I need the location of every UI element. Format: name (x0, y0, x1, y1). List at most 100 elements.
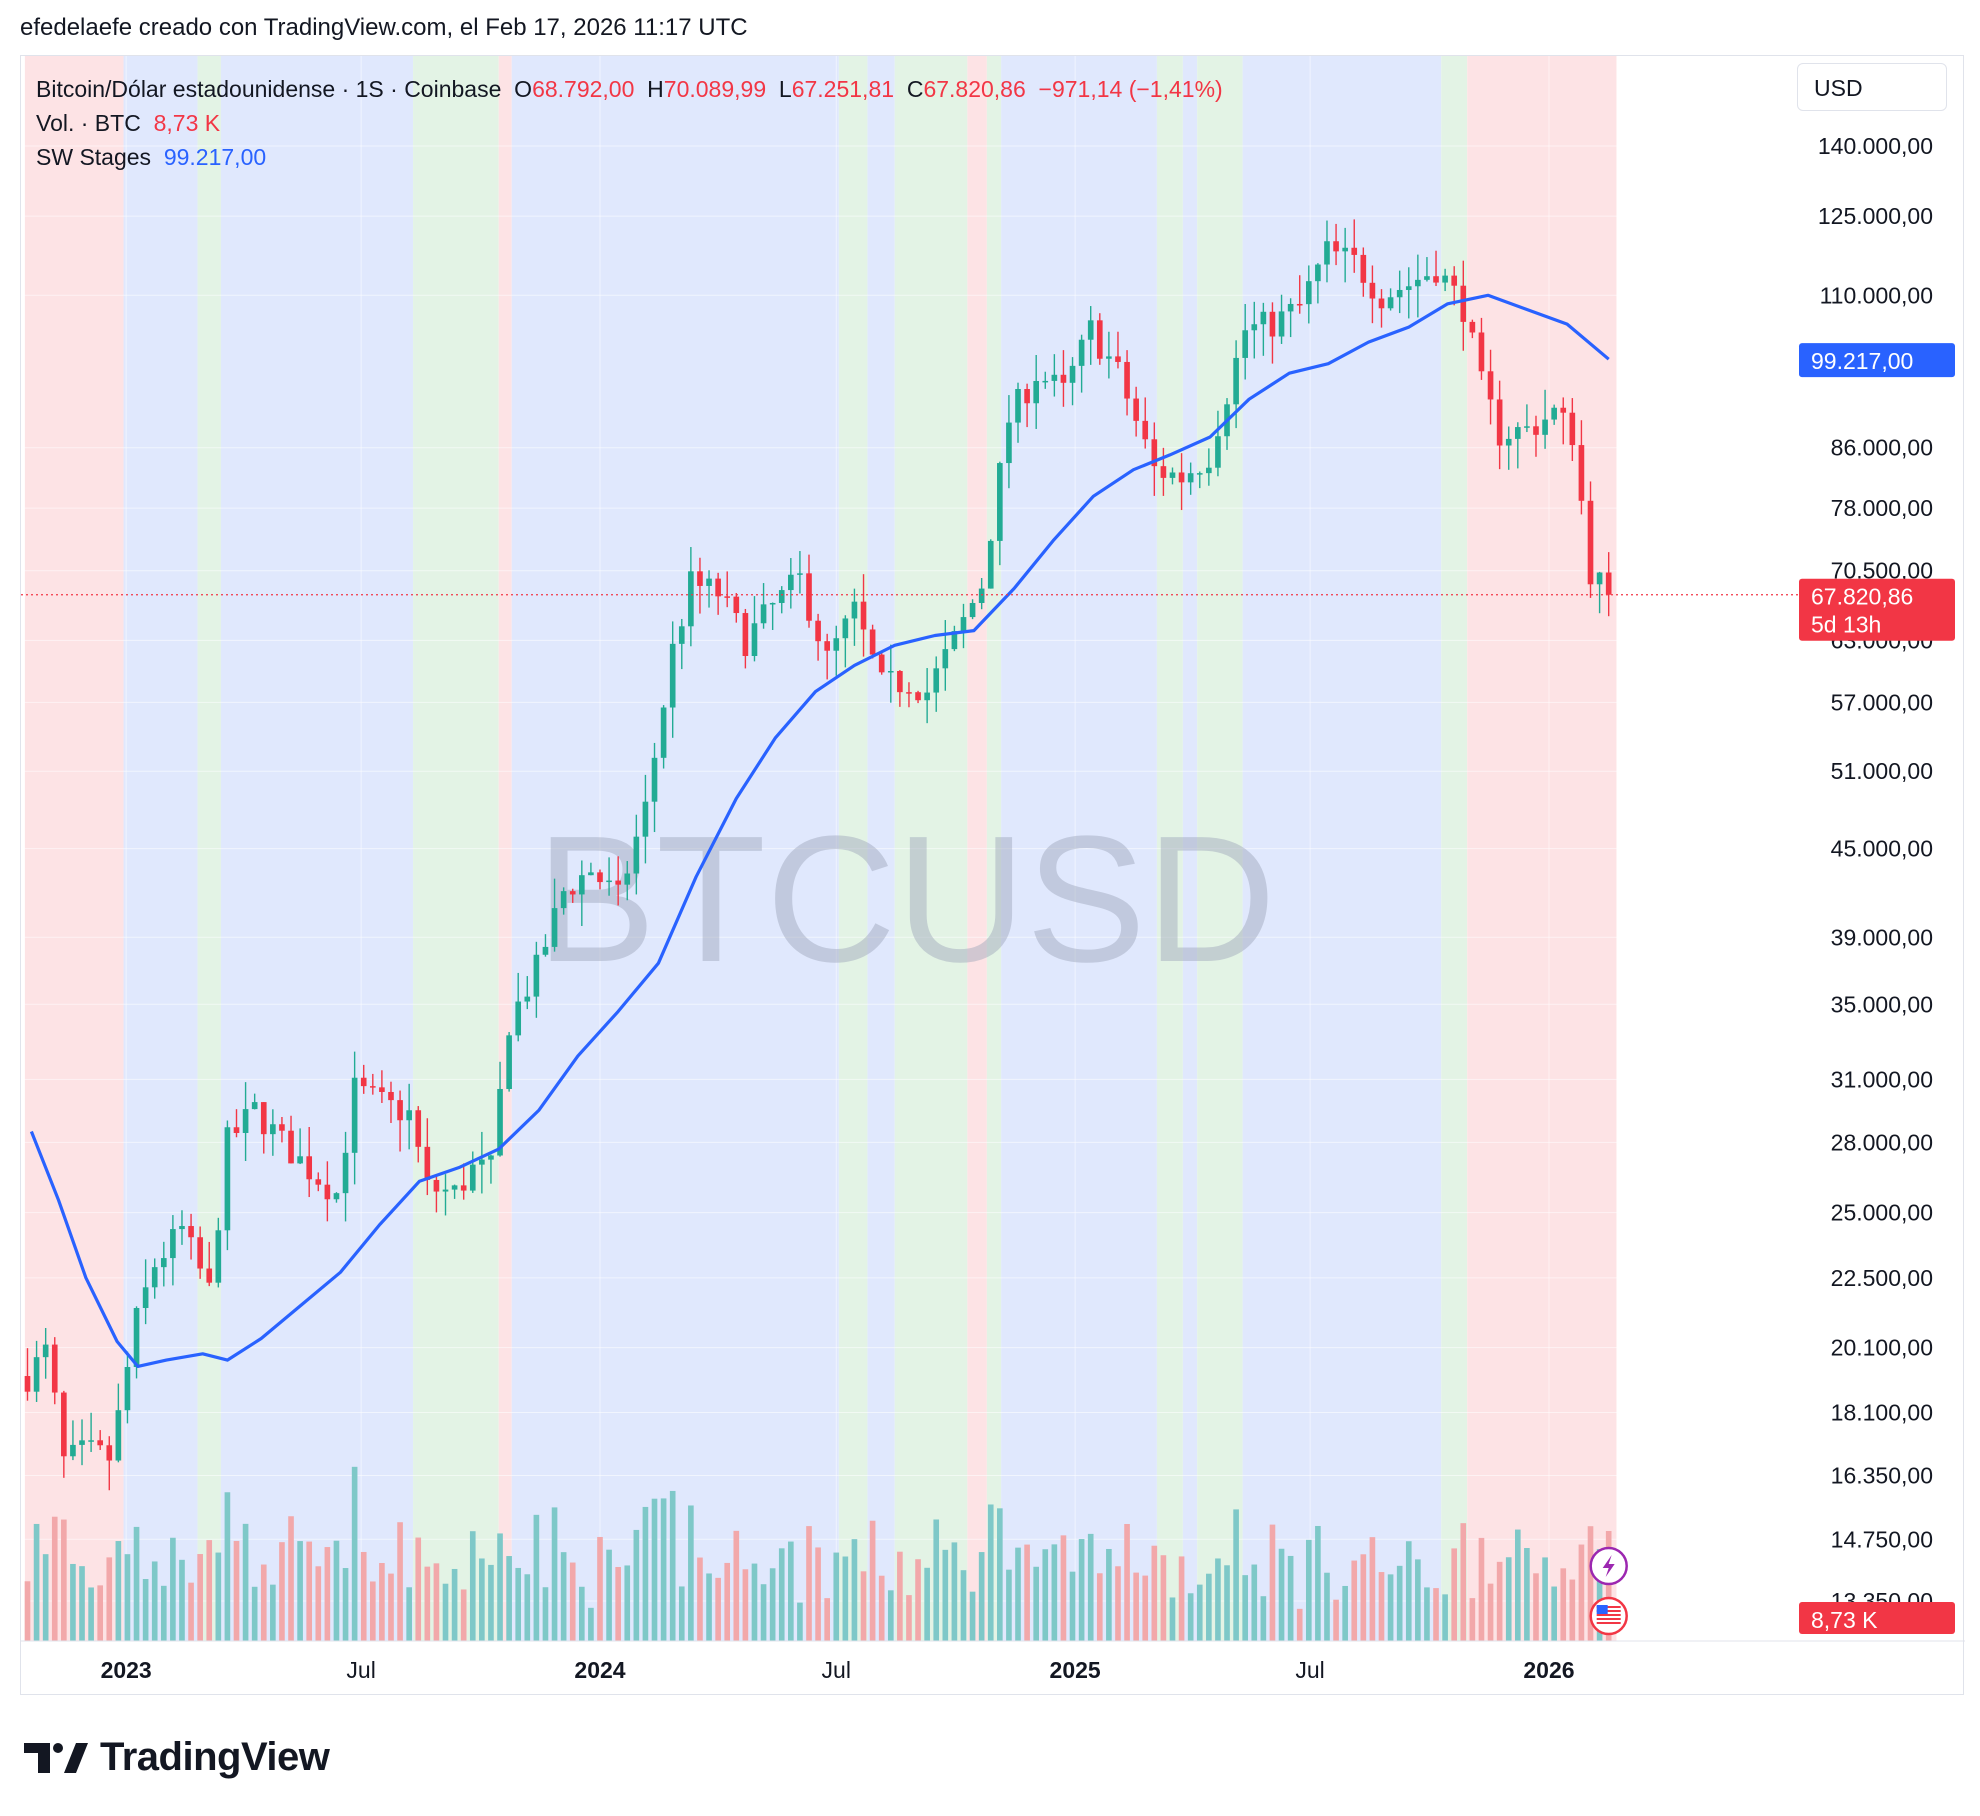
volume-bar (1460, 1523, 1467, 1641)
volume-bar (951, 1542, 958, 1641)
volume-bar (215, 1552, 222, 1641)
candle-body (1324, 241, 1330, 265)
volume-bar (1587, 1526, 1594, 1641)
candle-body (97, 1440, 104, 1446)
candle-body (1514, 427, 1521, 439)
volume-bar (360, 1551, 367, 1641)
candle-body (1196, 473, 1203, 475)
volume-bar (1169, 1597, 1176, 1641)
volume-bar (606, 1549, 612, 1641)
y-tick-label: 78.000,00 (1831, 495, 1933, 521)
candle-body (61, 1392, 67, 1457)
volume-bar (788, 1541, 794, 1641)
candle-body (897, 670, 903, 693)
volume-bar (1206, 1573, 1212, 1641)
candle-body (1296, 303, 1303, 306)
volume-bar (124, 1554, 131, 1641)
candle-body (179, 1226, 185, 1230)
currency-button[interactable]: USD (1797, 63, 1947, 111)
volume-bar (160, 1585, 167, 1641)
y-tick-label: 57.000,00 (1831, 689, 1933, 715)
volume-bar (1187, 1593, 1194, 1641)
candle-body (1378, 298, 1385, 309)
volume-bar (1124, 1523, 1130, 1641)
candle-body (1251, 324, 1258, 331)
candle-body (1487, 371, 1494, 400)
candle-body (942, 649, 949, 669)
candle-body (442, 1189, 449, 1192)
volume-bar (1442, 1594, 1448, 1641)
candle-body (1178, 472, 1185, 483)
candle-body (1096, 320, 1103, 359)
volume-bar (1060, 1535, 1067, 1641)
chart-frame[interactable]: BTCUSD 140.000,00 125.000,00 110.000,00 86.… (20, 55, 1965, 1696)
candle-body (79, 1440, 85, 1445)
candle-body (206, 1268, 213, 1283)
candle-body (369, 1086, 376, 1088)
candle-body (1260, 311, 1267, 325)
volume-bar (233, 1540, 240, 1641)
candle-body (1278, 311, 1285, 337)
candle-body (1578, 445, 1585, 501)
candle-body (142, 1287, 149, 1309)
candle-body (924, 692, 930, 701)
candle-body (151, 1267, 158, 1288)
volume-bar (70, 1563, 76, 1641)
candle-body (560, 891, 567, 909)
volume-bar (1451, 1548, 1458, 1641)
volume-price-label-bg (1799, 1602, 1955, 1634)
volume-bar (1024, 1544, 1030, 1641)
candle-body (1360, 254, 1367, 283)
candle-body (524, 996, 531, 1002)
volume-bar (1051, 1544, 1058, 1641)
x-tick-label: Jul (346, 1657, 375, 1683)
price-chart[interactable]: BTCUSD 140.000,00 125.000,00 110.000,00 86.… (21, 56, 1965, 1696)
y-tick-label: 22.500,00 (1831, 1265, 1933, 1291)
volume-bar (224, 1492, 231, 1641)
candle-body (669, 643, 676, 708)
volume-bar (460, 1589, 467, 1641)
volume-bar (506, 1556, 512, 1641)
volume-bar (906, 1595, 912, 1641)
candle-body (1133, 398, 1139, 421)
candle-body (479, 1159, 485, 1165)
candle-body (215, 1230, 222, 1283)
volume-bar (633, 1529, 640, 1641)
volume-bar (915, 1559, 921, 1641)
volume-bar (688, 1505, 694, 1641)
volume-bar (170, 1537, 176, 1641)
volume-bar (1578, 1544, 1585, 1641)
volume-bar (660, 1498, 667, 1641)
candle-body (1242, 330, 1249, 358)
volume-bar (815, 1547, 821, 1641)
volume-bar (33, 1523, 40, 1641)
volume-bar (588, 1607, 594, 1641)
volume-bar (778, 1548, 785, 1641)
candle-body (1015, 389, 1021, 423)
volume-bar (678, 1586, 685, 1641)
x-tick-label: Jul (822, 1657, 851, 1683)
candle-body (133, 1308, 140, 1368)
volume-bar (978, 1552, 985, 1641)
volume-bar (1551, 1586, 1557, 1641)
y-tick-label: 18.100,00 (1831, 1400, 1933, 1426)
candle-body (1160, 466, 1167, 478)
y-tick-label: 51.000,00 (1831, 758, 1933, 784)
candle-body (351, 1077, 358, 1153)
legend-open-value: 68.792,00 (532, 76, 635, 102)
candle-body (1351, 247, 1358, 255)
volume-bar (424, 1566, 431, 1641)
volume-bar (533, 1514, 540, 1641)
candle-body (124, 1367, 131, 1411)
legend-close-value: 67.820,86 (923, 76, 1026, 102)
volume-bar (1078, 1539, 1085, 1641)
volume-bar (697, 1557, 703, 1641)
candle-body (933, 668, 940, 693)
candle-body (1033, 380, 1040, 404)
volume-bar (1378, 1572, 1385, 1641)
legend-high-label: H (647, 76, 664, 102)
candle-body (915, 692, 921, 701)
volume-bar (1496, 1561, 1503, 1641)
tradingview-logo[interactable]: TradingView (24, 1735, 330, 1780)
